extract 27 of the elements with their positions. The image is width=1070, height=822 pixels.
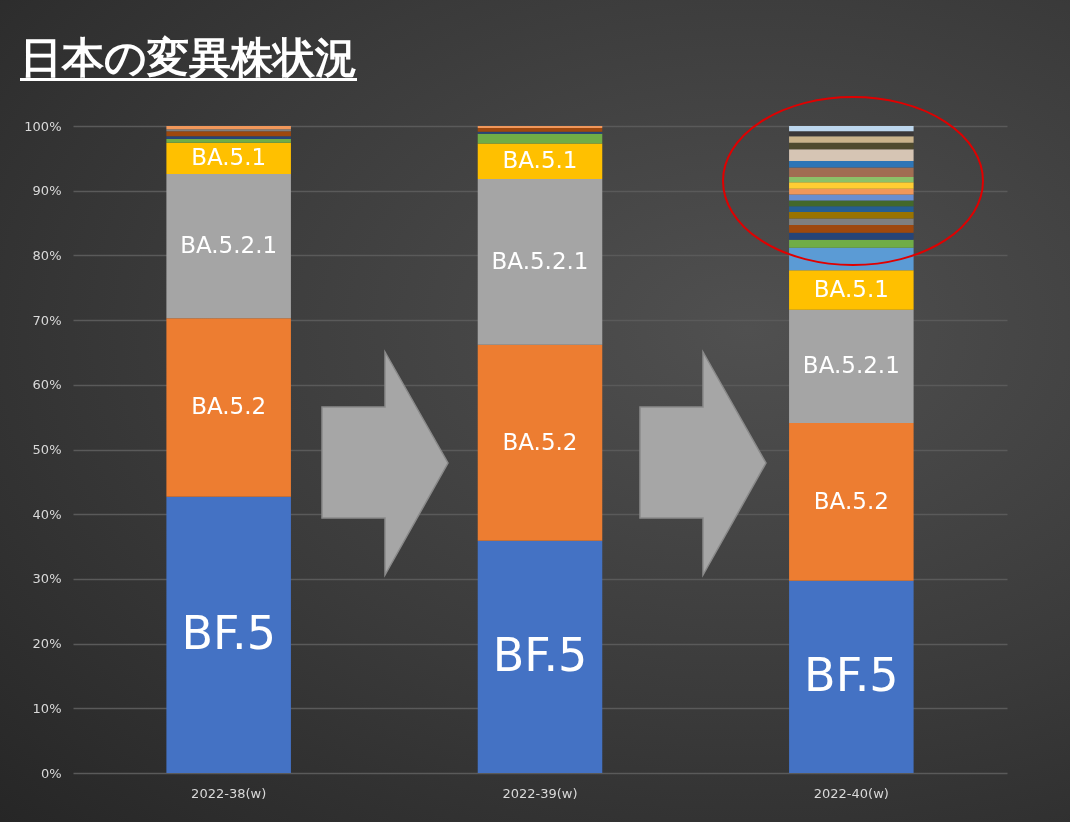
- text: BA.5.2: [502, 428, 578, 455]
- y-tick-label: 20%: [32, 636, 62, 652]
- text: BA.5.2.1: [802, 352, 900, 379]
- y-tick-label: 80%: [32, 247, 62, 263]
- chart-title: 日本の変異株状況: [20, 32, 357, 84]
- y-tick-label: 60%: [32, 377, 62, 393]
- y-tick-label: 50%: [32, 442, 62, 457]
- series-label: BA.5.2.1: [491, 247, 589, 274]
- series-label: BA.5.2: [191, 393, 267, 420]
- text: BF.5: [492, 627, 588, 682]
- series-label: BA.5.1: [191, 144, 267, 171]
- y-tick-label: 10%: [32, 700, 62, 716]
- text: BF.5: [804, 647, 899, 702]
- x-tick-label: 2022-40(w): [813, 785, 889, 801]
- y-tick-label: 30%: [32, 571, 62, 587]
- x-tick-label: 2022-38(w): [191, 785, 267, 801]
- text: BA.5.2.1: [180, 232, 278, 259]
- text: BA.5.1: [813, 276, 889, 303]
- y-tick-label: 70%: [32, 312, 62, 328]
- text: BA.5.2: [813, 487, 889, 514]
- y-tick-label: 90%: [32, 183, 62, 199]
- y-tick-label: 0%: [40, 765, 62, 781]
- text: BA.5.1: [502, 147, 578, 174]
- series-label: BF.5: [181, 605, 276, 660]
- y-tick-label: 40%: [32, 506, 62, 522]
- x-tick-label: 2022-39(w): [502, 785, 578, 801]
- y-tick-label: 100%: [24, 118, 62, 134]
